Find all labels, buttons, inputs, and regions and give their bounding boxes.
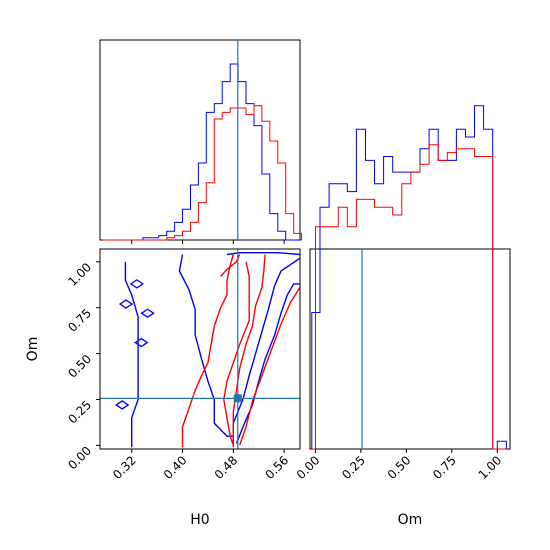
contour-island-blue	[140, 308, 155, 319]
contour-island-blue	[118, 299, 134, 309]
h0-xtick-label: 0.32	[110, 453, 139, 482]
om-ytick-label: 0.25	[65, 398, 94, 427]
om-histogram-series-red	[311, 144, 507, 450]
h0-histogram-frame	[99, 39, 301, 241]
om-axis-label: Om	[25, 337, 41, 362]
h0-om-contour-marks	[100, 249, 300, 449]
om-xtick-label: 0.75	[430, 453, 459, 482]
contour-island-blue	[134, 337, 149, 348]
contour-line-red	[232, 254, 266, 448]
contour-line-blue	[235, 283, 300, 444]
h0-axis-label: H0	[190, 512, 209, 528]
h0-histogram-panel	[99, 39, 303, 244]
h0-histogram-marks	[103, 40, 303, 241]
contour-line-blue	[232, 257, 300, 442]
om-ytick-label: 0.50	[65, 352, 94, 381]
om-histogram-marks	[311, 105, 507, 450]
om-histogram-frame	[309, 248, 511, 450]
om-histogram-panel: 0.00 0.25 0.50 0.75 1.00 Om	[294, 105, 511, 528]
om-xtick-label: 0.25	[339, 453, 368, 482]
h0-histogram-series-blue	[103, 63, 302, 241]
h0-om-contour-panel: 0.32 0.40 0.48 0.560.000.250.500.751.00 H0 …	[25, 248, 301, 528]
h0-xtick-label: 0.56	[262, 453, 291, 482]
contour-line-red	[223, 261, 250, 446]
contour-island-blue	[129, 279, 144, 289]
om-histogram-ticks: 0.00 0.25 0.50 0.75 1.00	[294, 449, 505, 482]
om-ytick-label: 0.00	[65, 444, 94, 473]
contour-line-blue	[178, 254, 234, 437]
contour-line-blue	[124, 261, 139, 448]
contour-line-red	[181, 254, 234, 448]
contour-truth-point	[233, 394, 242, 403]
contour-line-red	[239, 287, 300, 446]
om-ytick-label: 0.75	[65, 306, 94, 335]
om-x-axis-label: Om	[398, 512, 423, 528]
om-ytick-label: 1.00	[65, 260, 94, 289]
om-xtick-label: 1.00	[476, 453, 505, 482]
h0-xtick-label: 0.48	[212, 453, 241, 482]
h0-histogram-series-red	[103, 105, 303, 241]
contour-line-blue	[226, 252, 300, 256]
om-xtick-label: 0.50	[385, 453, 414, 482]
contour-island-blue	[115, 400, 130, 410]
om-xtick-label: 0.00	[294, 453, 323, 482]
h0-om-contour-frame	[99, 248, 301, 450]
om-histogram-series-blue	[311, 105, 507, 450]
h0-histogram-ticks	[131, 240, 285, 244]
h0-xtick-label: 0.40	[161, 453, 190, 482]
